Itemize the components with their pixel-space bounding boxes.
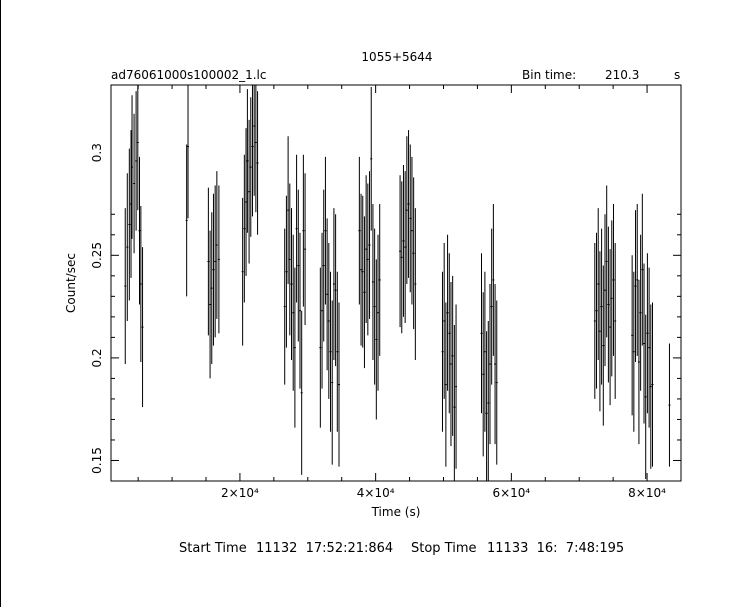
start-time-value: 11132 17:52:21:864 (256, 541, 394, 556)
x-tick-label: 8×10⁴ (628, 486, 666, 500)
y-tick-label: 0.15 (90, 447, 104, 474)
bin-time-unit: s (674, 68, 680, 82)
y-axis-label: Count/sec (64, 253, 78, 313)
bin-time-label: Bin time: (522, 68, 576, 82)
tick-labels: 2×10⁴ 4×10⁴ 6×10⁴ 8×10⁴ 0.15 0.2 0.25 0.3 (90, 143, 666, 500)
axis-ticks (111, 85, 682, 481)
chart-title: 1055+5644 (361, 50, 432, 64)
data-points (124, 85, 671, 481)
x-axis-label: Time (s) (371, 505, 421, 519)
stop-time-value: 11133 16: 7:48:195 (487, 541, 625, 556)
y-tick-label: 0.3 (90, 143, 104, 162)
x-tick-label: 6×10⁴ (492, 486, 530, 500)
x-tick-label: 4×10⁴ (357, 486, 395, 500)
stop-time-label: Stop Time (411, 541, 477, 556)
chart-source-file: ad76061000s100002_1.lc (111, 68, 267, 82)
x-tick-label: 2×10⁴ (221, 486, 259, 500)
bin-time-value: 210.3 (605, 68, 639, 82)
lightcurve-chart: 1055+5644 ad76061000s100002_1.lc Bin tim… (64, 50, 682, 519)
start-time-label: Start Time (179, 541, 247, 556)
y-tick-label: 0.2 (90, 348, 104, 367)
y-tick-label: 0.25 (90, 242, 104, 269)
plot-frame (110, 84, 682, 482)
window-edge (0, 0, 1, 607)
